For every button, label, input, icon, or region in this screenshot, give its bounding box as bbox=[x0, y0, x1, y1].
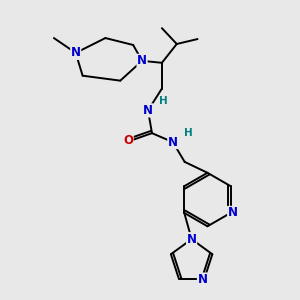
Text: N: N bbox=[228, 206, 238, 219]
Text: H: H bbox=[184, 128, 192, 138]
Text: N: N bbox=[143, 104, 153, 117]
Text: N: N bbox=[71, 46, 81, 59]
Text: N: N bbox=[168, 136, 178, 148]
Text: N: N bbox=[187, 233, 196, 246]
Text: N: N bbox=[137, 54, 147, 67]
Text: H: H bbox=[159, 96, 168, 106]
Text: N: N bbox=[197, 273, 207, 286]
Text: O: O bbox=[123, 134, 133, 147]
